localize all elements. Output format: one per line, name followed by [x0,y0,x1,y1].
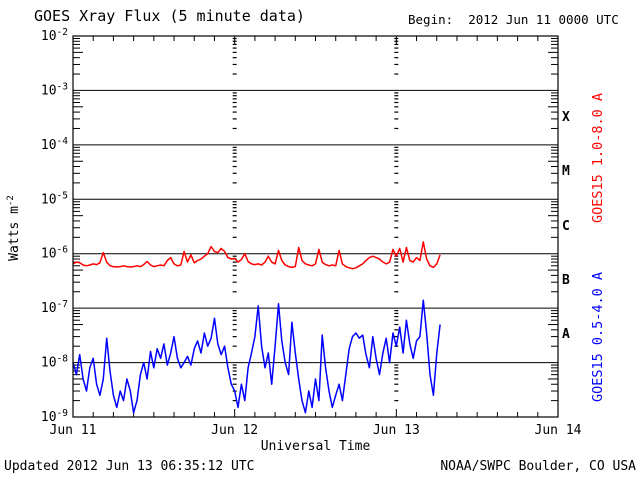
chart-title: GOES Xray Flux (5 minute data) [34,7,305,25]
flare-class-c-label: C [562,219,570,234]
short-channel-series-label: GOES15 0.5-4.0 A [590,271,606,403]
svg-text:10-4: 10-4 [41,136,68,153]
svg-text:Jun 11: Jun 11 [50,423,97,438]
goes-short-channel-series [72,299,441,414]
svg-text:10-8: 10-8 [41,354,68,371]
updated-timestamp: Updated 2012 Jun 13 06:35:12 UTC [4,459,255,474]
svg-text:Jun 14: Jun 14 [535,423,582,438]
y-axis-title-exponent: -2 [5,195,16,207]
x-minor-ticks [92,36,539,417]
svg-text:10-7: 10-7 [41,299,68,316]
long-channel-series-label: GOES15 1.0-8.0 A [590,92,606,224]
svg-text:Jun 12: Jun 12 [211,423,258,438]
svg-text:10-6: 10-6 [41,245,68,262]
flare-class-b-label: B [562,273,570,288]
goes-long-channel-series [72,241,441,270]
flare-class-m-label: M [562,164,570,179]
y-minor-ticks [73,37,558,402]
day-boundary-gridlines [232,37,399,402]
svg-text:10-3: 10-3 [41,81,68,98]
credit-text: NOAA/SWPC Boulder, CO USA [440,459,636,474]
svg-text:Jun 13: Jun 13 [373,423,420,438]
svg-text:10-2: 10-2 [41,27,68,44]
y-axis-title-base: Watts m [7,206,23,261]
flare-class-a-label: A [562,327,570,342]
y-gridlines [73,89,558,364]
x-axis-title: Universal Time [261,439,371,454]
plot-frame [72,35,559,418]
x-tick-labels: Jun 11 Jun 12 Jun 13 Jun 14 [50,423,582,438]
svg-text:10-5: 10-5 [41,190,68,207]
flare-class-x-label: X [562,110,570,125]
begin-timestamp: Begin: 2012 Jun 11 0000 UTC [408,12,619,27]
y-tick-labels: 10-210-310-410-510-610-710-810-9 [41,27,68,425]
y-axis-title: Watts m-2 [6,195,22,261]
